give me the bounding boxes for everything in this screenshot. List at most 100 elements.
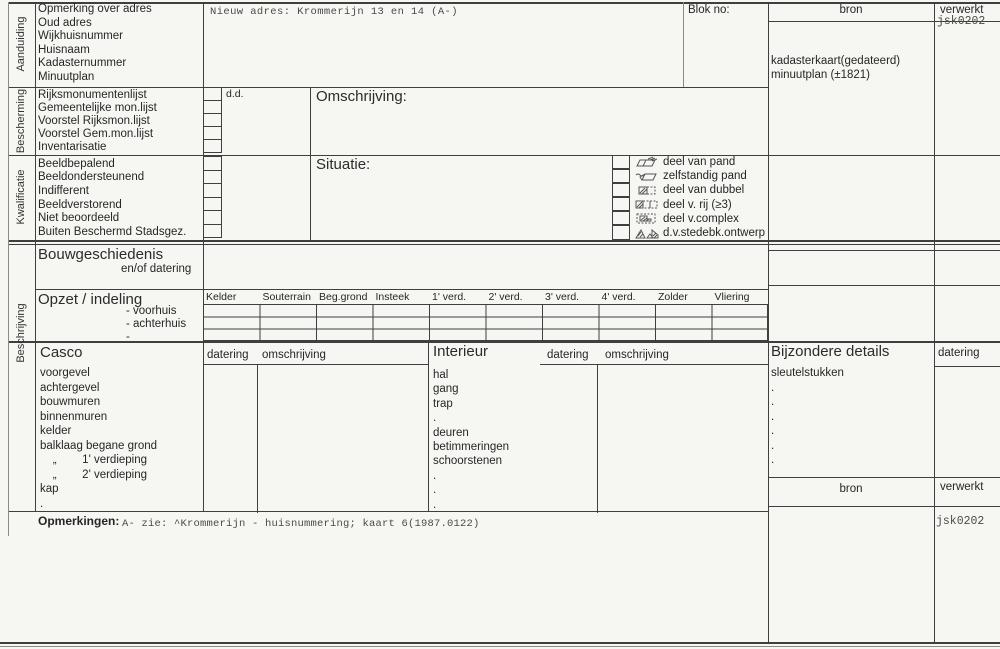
bescherming-checkbox[interactable] (203, 87, 222, 101)
opzet-column-headers: Kelder Souterrain Beg.grond Insteek 1' v… (203, 291, 768, 303)
verwerkt-column-header: verwerkt (940, 4, 984, 16)
situatie-checkbox[interactable] (612, 197, 630, 212)
situatie-checkbox[interactable] (612, 211, 630, 226)
situatie-checkbox[interactable] (612, 225, 630, 240)
h-line-bronbox-bottom (768, 506, 1000, 507)
v-line-verwerkt-column (934, 2, 935, 643)
opzet-column-header: Kelder (206, 291, 237, 303)
bijzondere-row: . (771, 396, 775, 408)
situatie-option-label: deel van pand (663, 156, 736, 169)
v-line-left-border (8, 2, 9, 536)
bijzondere-row: . (771, 410, 775, 423)
kwalificatie-row: Niet beoordeeld (38, 212, 120, 225)
casco-row: „ 1' verdieping (40, 454, 148, 467)
kwalificatie-checkbox[interactable] (203, 183, 222, 198)
bijzondere-details-heading: Bijzondere details (771, 343, 890, 360)
v-line-section-labels (35, 2, 36, 512)
situatie-option: deel v. rij (≥3) (612, 197, 765, 212)
omschrijving-heading: Omschrijving: (316, 88, 407, 105)
opzet-grid[interactable] (203, 304, 768, 341)
kwalificatie-row-labels: Beeldbepalend Beeldondersteunend Indiffe… (38, 158, 186, 240)
opzet-column-header: 2' verd. (488, 291, 523, 303)
aanduiding-row: Opmerking over adres (38, 3, 152, 15)
bescherming-row: Voorstel Gem.mon.lijst (38, 128, 154, 141)
bijzondere-datering-box[interactable] (934, 366, 1000, 478)
situatie-checkbox[interactable] (612, 168, 630, 183)
section-label-bescherming: Bescherming (15, 88, 27, 154)
h-line-scan-edge (0, 646, 1000, 647)
interieur-entry-box[interactable] (540, 364, 768, 513)
casco-entry-box[interactable] (203, 364, 428, 513)
h-line-bescherming-bottom (8, 155, 1000, 156)
opzet-column-header: Zolder (658, 291, 688, 303)
situatie-option: d.v.stedebk.ontwerp (612, 225, 765, 240)
interieur-row: deuren (433, 426, 469, 439)
kwalificatie-row: Beeldondersteunend (38, 171, 145, 184)
interieur-row: . (433, 469, 437, 482)
casco-row-labels: voorgevel achtergevel bouwmuren binnenmu… (40, 366, 157, 511)
situatie-option-label: deel v.complex (663, 212, 739, 225)
situatie-checkbox[interactable] (612, 182, 630, 198)
situatie-option: zelfstandig pand (612, 168, 765, 183)
casco-omschrijving-header: omschrijving (262, 349, 326, 361)
kwalificatie-checkbox-column (203, 156, 222, 238)
bijzondere-row: . (771, 454, 775, 466)
interieur-row: gang (433, 383, 459, 396)
aanduiding-row: Huisnaam (38, 43, 90, 56)
section-label-aanduiding: Aanduiding (15, 16, 27, 72)
kwalificatie-checkbox[interactable] (203, 156, 222, 171)
interieur-row: schoorstenen (433, 455, 503, 468)
opmerkingen-typed-value: A- zie: ^Krommerijn - huisnummering; kaa… (122, 518, 480, 530)
h-line-casco-bottom (8, 511, 768, 512)
kwalificatie-checkbox[interactable] (203, 169, 222, 184)
aanduiding-row: Oud adres (38, 16, 92, 29)
bijzondere-row: . (771, 381, 775, 394)
situatie-option: deel van pand (612, 154, 765, 169)
verwerkt-column-header-bottom: verwerkt (940, 481, 984, 493)
h-line-bron-header (768, 21, 1000, 22)
opzet-indeling-heading: Opzet / indeling (38, 291, 143, 308)
interieur-row: hal (433, 369, 449, 381)
interieur-row-labels: hal gang trap . deuren betimmeringen sch… (433, 368, 509, 512)
casco-row: . (40, 497, 44, 510)
bijzondere-row: . (771, 425, 775, 437)
interieur-row: . (433, 412, 437, 425)
bouwgeschiedenis-heading: Bouwgeschiedenis (38, 246, 164, 263)
kwalificatie-checkbox[interactable] (203, 196, 222, 211)
bron-column-header-bottom: bron (839, 483, 863, 495)
bescherming-checkbox[interactable] (203, 113, 222, 127)
bijzondere-row: . (771, 439, 775, 452)
h-line-bouwgeschiedenis-bottom (35, 289, 768, 290)
aanduiding-row: Kadasternummer (38, 57, 127, 69)
v-line-omschrijving (310, 87, 311, 240)
interieur-row: . (433, 498, 437, 511)
situatie-option: deel van dubbel (612, 182, 765, 198)
bron-source-lines: kadasterkaart(gedateerd) minuutplan (±18… (771, 55, 900, 82)
casco-row: kap (40, 483, 59, 496)
h-line-casco-top (8, 341, 1000, 343)
stedebouwkundig-ontwerp-icon (635, 228, 659, 239)
h-line-right-285 (768, 285, 1000, 286)
aanduiding-row: Minuutplan (38, 70, 95, 83)
opzet-column-header: 4' verd. (601, 291, 636, 303)
bescherming-row: Gemeentelijke mon.lijst (38, 101, 157, 114)
casco-datering-header: datering (207, 349, 249, 361)
bescherming-checkbox[interactable] (203, 139, 222, 153)
opmerkingen-label: Opmerkingen: (38, 514, 120, 528)
kwalificatie-checkbox[interactable] (203, 223, 222, 238)
bescherming-checkbox[interactable] (203, 126, 222, 140)
situatie-options: deel van pand zelfstandig pand deel van … (612, 154, 765, 240)
casco-row: bouwmuren (40, 396, 101, 409)
bron-column-header: bron (839, 4, 863, 16)
interieur-datering-header: datering (547, 349, 589, 361)
h-line-bronbox-top (768, 477, 1000, 478)
opzet-sub-row: - (126, 331, 130, 343)
kwalificatie-checkbox[interactable] (203, 210, 222, 225)
kwalificatie-row: Indifferent (38, 184, 89, 197)
interieur-omschrijving-header: omschrijving (605, 349, 669, 361)
situatie-option-label: deel van dubbel (663, 184, 745, 197)
situatie-checkbox[interactable] (612, 154, 630, 169)
bescherming-checkbox[interactable] (203, 100, 222, 114)
v-line-bron-column (768, 2, 769, 643)
